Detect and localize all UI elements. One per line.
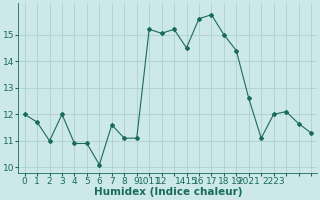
X-axis label: Humidex (Indice chaleur): Humidex (Indice chaleur): [93, 187, 242, 197]
